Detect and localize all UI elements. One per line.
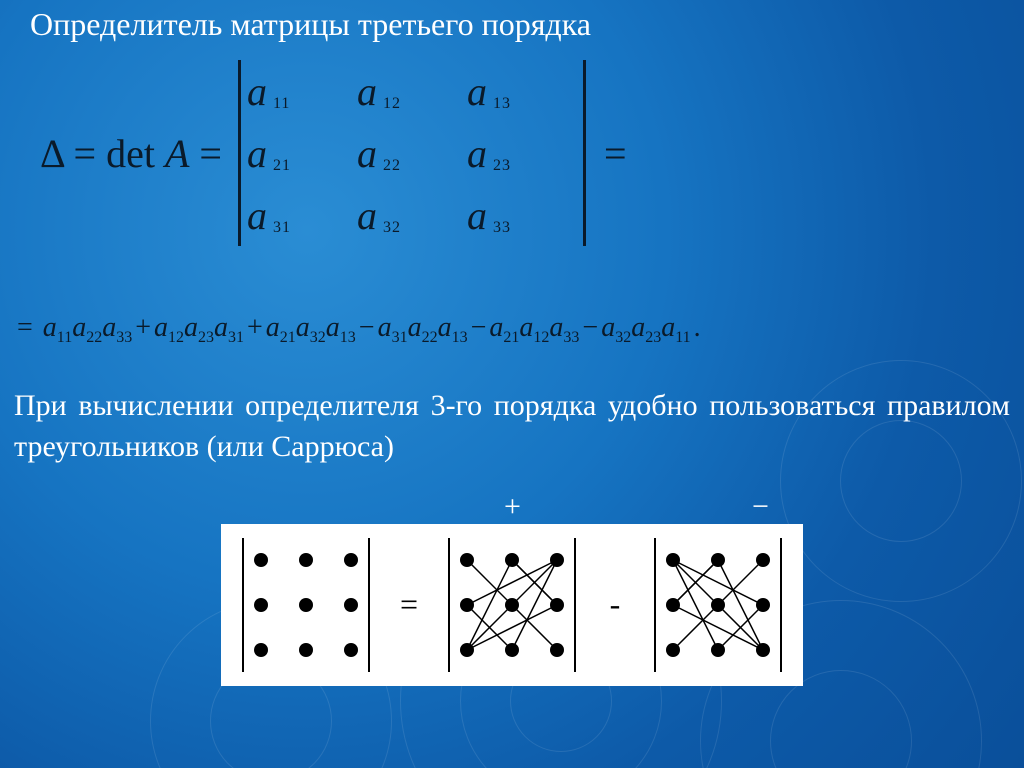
plus-label: +	[504, 490, 521, 524]
determinant-expansion: = a11a22a33+a12a23a31+a21a32a13−a31a22a1…	[14, 312, 1010, 347]
svg-text:=: =	[400, 586, 418, 622]
matrix-cell: a32	[357, 192, 377, 239]
matrix-cell: a11	[247, 68, 267, 115]
matrix-cell: a22	[357, 130, 377, 177]
matrix-cell: a21	[247, 130, 267, 177]
matrix-cell: a13	[467, 68, 487, 115]
trailing-equals: =	[604, 130, 627, 177]
sign-row: + −	[132, 490, 892, 524]
matrix-cell: a31	[247, 192, 267, 239]
paragraph: При вычислении определителя 3-го порядка…	[14, 386, 1010, 467]
slide: Определитель матрицы третьего порядка Δ …	[0, 0, 1024, 768]
matrix-grid: a11 a12 a13 a21 a22 a23 a31 a32 a33	[247, 60, 577, 246]
matrix-bar-left	[238, 60, 241, 246]
determinant-definition: Δ = det A = a11a12a13a21a22a23a31a32a33 …	[40, 60, 627, 246]
matrix-cell: a33	[467, 192, 487, 239]
matrix-bar-right	[583, 60, 586, 246]
matrix-cell: a23	[467, 130, 487, 177]
matrix-cell: a12	[357, 68, 377, 115]
sarrus-diagram: + − =-	[132, 490, 892, 691]
slide-title: Определитель матрицы третьего порядка	[30, 6, 591, 43]
matrix: a11 a12 a13 a21 a22 a23 a31 a32 a33	[232, 60, 592, 246]
svg-text:-: -	[610, 586, 621, 622]
minus-label: −	[752, 490, 769, 524]
sarrus-panel: =-	[221, 524, 803, 686]
det-prefix: Δ = det A =	[40, 130, 222, 177]
